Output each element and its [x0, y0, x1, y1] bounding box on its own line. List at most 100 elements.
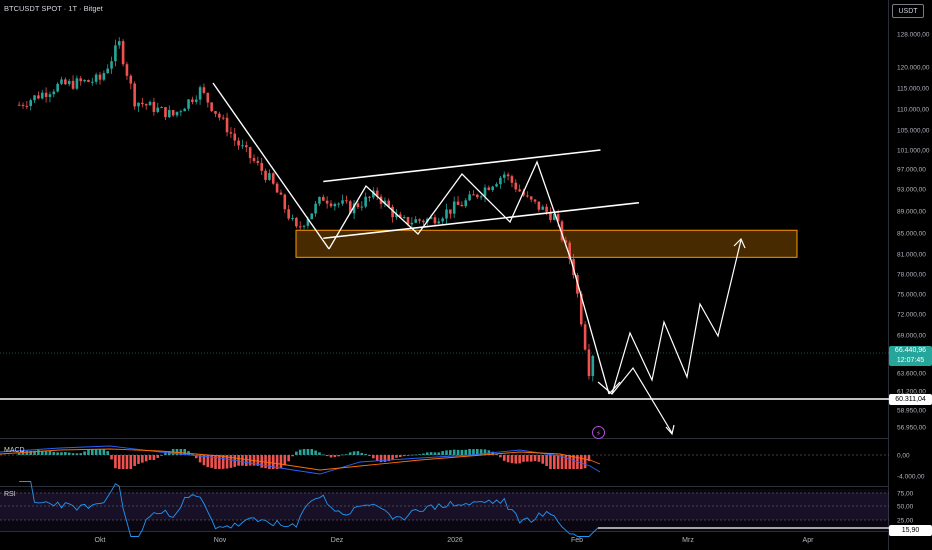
macd-bar	[387, 455, 391, 462]
candle-body	[248, 147, 252, 159]
candle-body	[545, 206, 548, 212]
macd-bar	[375, 455, 379, 461]
macd-bar	[472, 449, 475, 455]
price-axis-label: 58.950,00	[897, 408, 926, 415]
candle-body	[495, 184, 498, 187]
candle-body	[91, 81, 94, 83]
candle-body	[133, 83, 136, 107]
candle-body	[183, 108, 186, 112]
macd-bar	[283, 455, 287, 466]
candle-body	[245, 145, 248, 148]
candle-body	[318, 196, 321, 204]
macd-bar	[368, 455, 371, 456]
macd-bar	[256, 455, 260, 466]
candle-body	[75, 78, 79, 89]
candle-body	[48, 94, 52, 97]
macd-bar	[310, 449, 314, 455]
macd-bar	[479, 449, 483, 455]
candle-body	[283, 194, 287, 210]
candle-body	[17, 104, 21, 106]
macd-bar	[160, 455, 163, 456]
rsi-axis-label: 25,00	[897, 518, 914, 525]
candle-body	[148, 101, 152, 106]
macd-bar	[583, 455, 587, 469]
macd-bar	[44, 451, 48, 455]
macd-bar	[383, 455, 387, 462]
macd-bar	[526, 455, 529, 462]
candle-body	[302, 225, 306, 227]
price-axis-label: 78.000,00	[897, 272, 926, 279]
alert-lightning-icon[interactable]: ⚡	[592, 426, 605, 439]
price-axis-label: 128.000,00	[897, 32, 930, 39]
candle-body	[549, 211, 552, 221]
macd-bar	[460, 449, 464, 455]
macd-bar	[164, 453, 167, 455]
candle-body	[553, 214, 556, 221]
candle-body	[472, 194, 475, 196]
time-axis-label: Dez	[331, 537, 344, 544]
macd-bar	[356, 451, 360, 455]
macd-bar	[352, 451, 356, 455]
candle-body	[229, 132, 233, 134]
candle-body	[202, 87, 206, 93]
macd-bar	[245, 455, 248, 467]
price-axis-label: 72.000,00	[897, 312, 926, 319]
macd-bar	[98, 449, 102, 455]
rsi-axis-label: 75,00	[897, 491, 914, 498]
macd-bar	[514, 455, 518, 464]
candle-body	[191, 99, 194, 102]
candle-body	[337, 203, 340, 205]
candle-body	[279, 192, 283, 195]
candle-body	[152, 101, 156, 112]
candle-body	[345, 200, 348, 202]
macd-bar	[372, 455, 375, 459]
candle-body	[460, 204, 464, 207]
macd-bar	[268, 455, 271, 469]
macd-bar	[133, 455, 136, 466]
candle-body	[560, 221, 564, 241]
projection-down-start	[608, 381, 621, 395]
rsi-axis-label: 50,00	[897, 504, 914, 511]
macd-bar	[322, 454, 325, 456]
macd-bar	[510, 455, 514, 464]
candle-body	[402, 217, 406, 219]
rsi-line	[19, 481, 599, 537]
candle-body	[179, 111, 183, 113]
candle-body	[218, 113, 221, 118]
candle-body	[214, 111, 217, 114]
macd-bar	[522, 455, 525, 462]
support-line-price-tag: 60.311,04	[889, 394, 932, 405]
macd-bar	[37, 450, 40, 455]
candle-body	[102, 73, 106, 80]
candle-body	[94, 74, 98, 82]
macd-bar	[87, 449, 90, 455]
candle-body	[406, 217, 410, 225]
candle-body	[375, 190, 379, 197]
candle-body	[368, 196, 371, 198]
macd-bar	[556, 455, 560, 469]
price-axis-label: 93.000,00	[897, 187, 926, 194]
time-axis-label: Feb	[571, 537, 583, 544]
candle-body	[441, 218, 444, 222]
macd-bar	[306, 449, 310, 455]
candle-body	[117, 41, 121, 46]
currency-button[interactable]: USDT	[892, 4, 924, 18]
candle-body	[37, 95, 40, 99]
macd-bar	[64, 452, 67, 455]
macd-bar	[518, 455, 521, 464]
candle-body	[129, 75, 133, 84]
candle-body	[429, 217, 433, 219]
candle-body	[83, 80, 86, 82]
macd-bar	[191, 454, 194, 456]
candle-body	[587, 349, 591, 376]
current-price: 66.440,96	[894, 347, 927, 354]
macd-bar	[60, 452, 63, 455]
candle-body	[476, 194, 479, 198]
macd-bar	[568, 455, 571, 469]
macd-bar	[325, 455, 329, 457]
macd-bar	[483, 449, 487, 455]
macd-bar	[468, 449, 471, 455]
macd-bar	[279, 455, 283, 469]
macd-bar	[29, 450, 32, 455]
